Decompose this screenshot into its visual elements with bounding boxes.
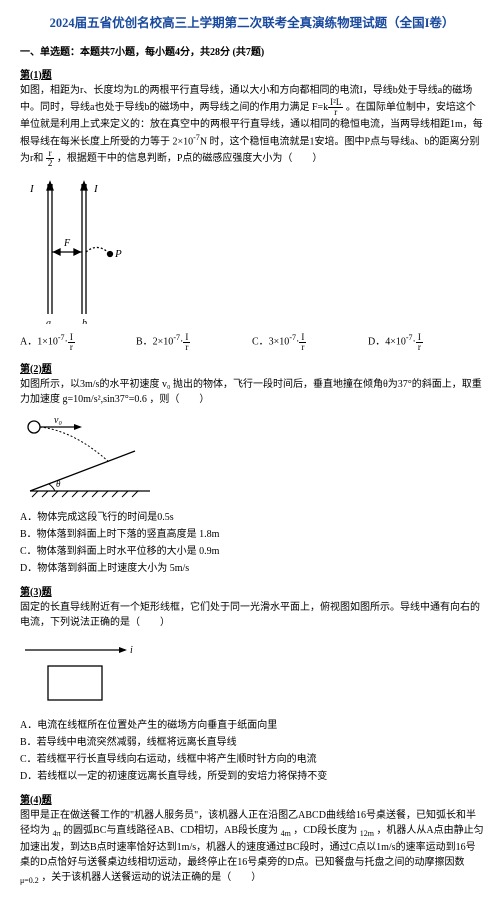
q4-text-3: ，CD段长度为 — [293, 825, 357, 836]
svg-text:I: I — [29, 183, 35, 195]
q3-num: 第(3)题 — [20, 585, 484, 600]
q2-text-3: ，则（ ） — [149, 394, 209, 405]
q4-text-5: ，关于该机器人送餐运动的说法正确的是（ ） — [41, 872, 261, 883]
q1-choices: A．1×10-7·Ir B．2×10-7·Ir C．3×10-7·Ir D．4×… — [20, 330, 484, 354]
q1-choice-D: D．4×10-7·Ir — [368, 330, 484, 354]
q2-v0: v₀ — [162, 379, 171, 390]
q2-choice-A: A．物体完成这段飞行的时间是0.5s — [20, 509, 484, 526]
q2-g: g=10m/s²,sin37°=0.6 — [63, 394, 147, 405]
svg-text:i: i — [130, 645, 133, 656]
svg-text:a: a — [46, 318, 51, 324]
q2-body: 如图所示，以3m/s的水平初速度 v₀ 抛出的物体，飞行一段时间后，垂直地撞在倾… — [20, 377, 484, 407]
q1-formula-F: F=kI²Lr — [312, 102, 343, 113]
q1-choice-A: A．1×10-7·Ir — [20, 330, 136, 354]
svg-text:F: F — [63, 238, 71, 249]
q4-sAB: 4m — [281, 829, 291, 838]
q2-choice-B: B．物体落到斜面上时下落的竖直高度是 1.8m — [20, 526, 484, 543]
section-head: 一、单选题：本题共7小题，每小题4分，共28分 (共7题) — [20, 45, 484, 60]
svg-text:θ: θ — [56, 479, 61, 489]
q4-text-2: 的圆弧BC与直线路径AB、CD相切，AB段长度为 — [63, 825, 278, 836]
q2-num: 第(2)题 — [20, 362, 484, 377]
q1-num: 第(1)题 — [20, 68, 484, 83]
q1-text-4: ，根据题干中的信息判断，P点的磁感应强度大小为（ ） — [57, 153, 323, 164]
q1-r2: r2 — [46, 149, 55, 168]
q3-body: 固定的长直导线附近有一个矩形线框，它们处于同一光滑水平面上，俯视图如图所示。导线… — [20, 600, 484, 630]
svg-text:v₀: v₀ — [54, 415, 62, 426]
q4-num: 第(4)题 — [20, 793, 484, 808]
svg-text:b: b — [82, 318, 87, 324]
q3-choice-A: A．电流在线框所在位置处产生的磁场方向垂直于纸面向里 — [20, 717, 484, 734]
page-title: 2024届五省优创名校高三上学期第二次联考全真演练物理试题（全国I卷） — [20, 14, 484, 33]
q2-text-1: 如图所示，以3m/s的水平初速度 — [20, 379, 159, 390]
q3-choice-B: B．若导线中电流突然减弱，线框将远离长直导线 — [20, 734, 484, 751]
q3-choice-C: C．若线框平行长直导线向右运动，线框中将产生顺时针方向的电流 — [20, 751, 484, 768]
q4-s-an: 4π — [53, 829, 61, 838]
q2-choice-D: D．物体落到斜面上时速度大小为 5m/s — [20, 560, 484, 577]
q4-body: 图甲是正在做送餐工作的"机器人服务员"，该机器人正在沿图乙ABCD曲线给16号桌… — [20, 808, 484, 887]
q2-figure: v₀ θ — [20, 413, 484, 503]
q1-choice-C: C．3×10-7·Ir — [252, 330, 368, 354]
svg-text:P: P — [114, 248, 122, 260]
q2-choice-C: C．物体落到斜面上时水平位移的大小是 0.9m — [20, 543, 484, 560]
q2-choices: A．物体完成这段飞行的时间是0.5s B．物体落到斜面上时下落的竖直高度是 1.… — [20, 509, 484, 577]
q1-figure: I I F P a b — [20, 174, 484, 324]
q4-sCD: 12m — [360, 829, 374, 838]
q3-choices: A．电流在线框所在位置处产生的磁场方向垂直于纸面向里 B．若导线中电流突然减弱，… — [20, 717, 484, 785]
q1-force-exp: -7 — [193, 133, 200, 142]
q4-mu: μ=0.2 — [20, 876, 39, 885]
q1-choice-B: B．2×10-7·Ir — [136, 330, 252, 354]
svg-text:I: I — [93, 183, 99, 195]
q3-choice-D: D．若线框以一定的初速度远离长直导线，所受到的安培力将保持不变 — [20, 768, 484, 785]
q1-body: 如图，相距为r、长度均为L的两根平行直导线，通以大小和方向都相同的电流I，导线b… — [20, 83, 484, 168]
q3-figure: i — [20, 636, 484, 711]
q1-force-val: 2×10 — [173, 136, 194, 147]
